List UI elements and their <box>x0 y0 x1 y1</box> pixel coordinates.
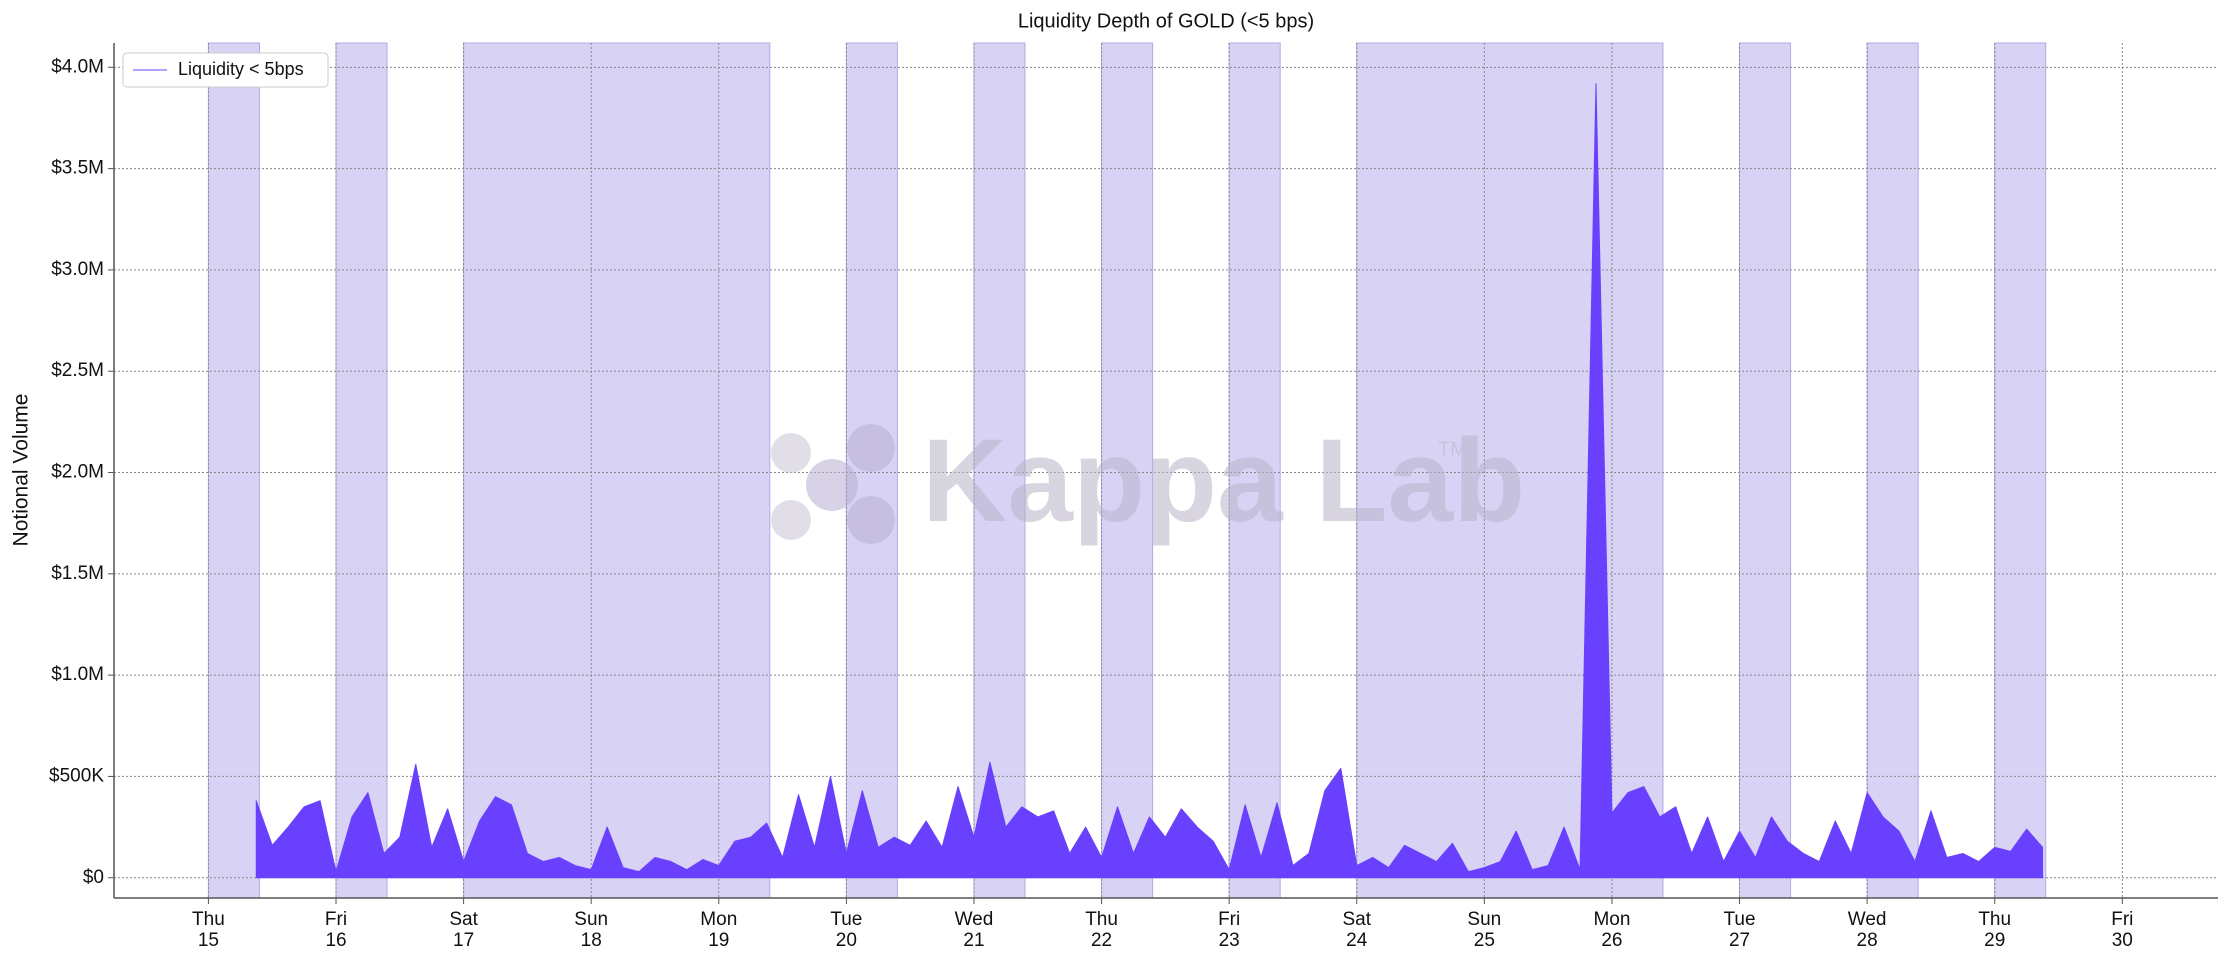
bands <box>207 42 2047 899</box>
y-tick-label: $500K <box>49 765 104 786</box>
x-tick-label: Mon 19 <box>700 909 737 951</box>
shaded-span <box>1739 42 1792 899</box>
watermark-dot <box>847 496 895 544</box>
watermark: Kappa Lab TM <box>771 415 1525 547</box>
shaded-span <box>1866 42 1919 899</box>
watermark-tm: TM <box>1438 438 1467 460</box>
shaded-span <box>973 42 1026 899</box>
watermark-dot <box>771 500 811 540</box>
x-tick-label: Fri 30 <box>2111 909 2133 951</box>
y-tick-label: $3.5M <box>51 158 104 179</box>
y-tick-label: $0 <box>83 867 104 888</box>
x-tick-label: Wed 28 <box>1848 909 1887 951</box>
y-tick-label: $2.5M <box>51 360 104 381</box>
x-tick-label: Sat 24 <box>1342 909 1371 951</box>
shaded-span <box>335 42 388 899</box>
x-tick-label: Fri 23 <box>1218 909 1240 951</box>
y-tick-label: $4.0M <box>51 56 104 77</box>
y-axis-label: Notional Volume <box>10 394 33 547</box>
grid <box>114 43 2218 898</box>
watermark-text: Kappa Lab <box>922 415 1525 547</box>
watermark-dot <box>847 424 895 472</box>
plot <box>255 83 2044 879</box>
x-tick-label: Sun 18 <box>574 909 608 951</box>
x-tick-label: Mon 26 <box>1593 909 1630 951</box>
x-tick-label: Thu 15 <box>192 909 225 951</box>
shaded-span <box>1101 42 1154 899</box>
x-tick-label: Tue 20 <box>830 909 862 951</box>
shaded-span <box>207 42 260 899</box>
x-tick-label: Thu 29 <box>1978 909 2011 951</box>
x-tick-label: Thu 22 <box>1085 909 1118 951</box>
y-tick-label: $3.0M <box>51 259 104 280</box>
x-tick-label: Tue 27 <box>1724 909 1756 951</box>
area <box>255 83 2044 879</box>
legend: Liquidity < 5bps <box>122 52 329 88</box>
watermark-dot <box>771 433 811 473</box>
chart-title: Liquidity Depth of GOLD (<5 bps) <box>1018 10 1314 32</box>
watermark-dot <box>806 459 858 511</box>
legend-label: Liquidity < 5bps <box>178 59 304 79</box>
shaded-span <box>463 42 771 899</box>
y-tick-label: $1.5M <box>51 563 104 584</box>
shaded-span <box>1994 42 2047 899</box>
y-tick-label: $2.0M <box>51 462 104 483</box>
y-tick-label: $1.0M <box>51 664 104 685</box>
x-tick-label: Wed 21 <box>955 909 994 951</box>
x-tick-label: Fri 16 <box>325 909 347 951</box>
legend-box <box>122 52 329 88</box>
x-tick-label: Sat 17 <box>449 909 478 951</box>
x-tick-label: Sun 25 <box>1467 909 1501 951</box>
